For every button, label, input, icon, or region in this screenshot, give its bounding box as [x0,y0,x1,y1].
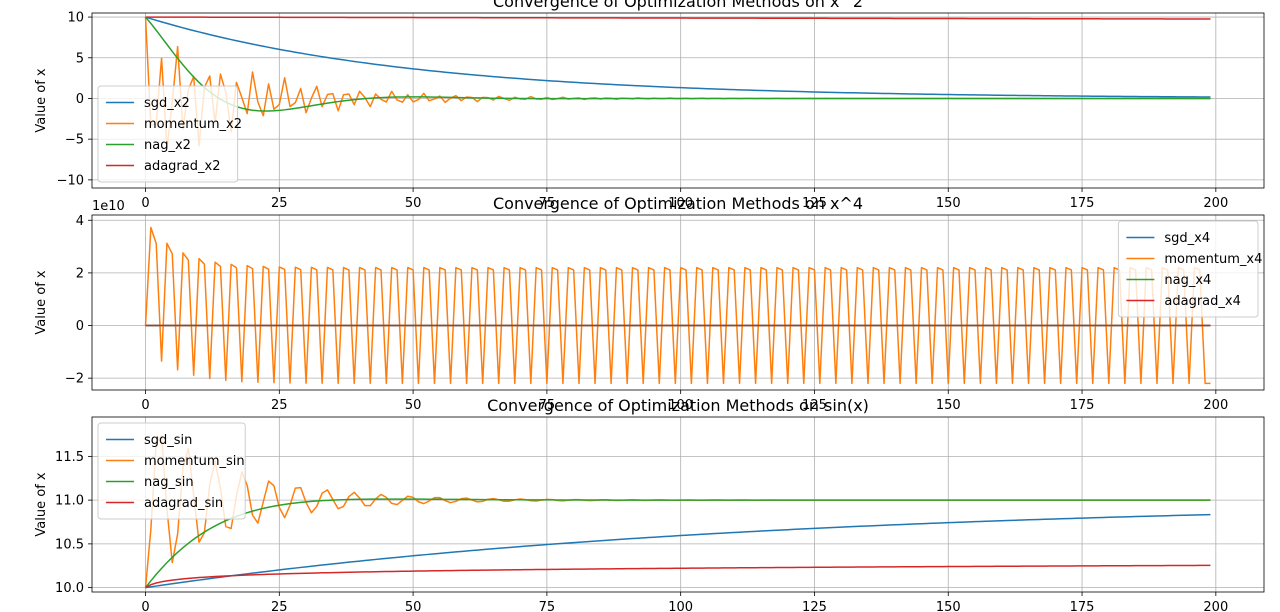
series-line-nag_x2 [144,16,1211,112]
x-tick-label: 75 [539,196,556,211]
legend-label: nag_x2 [144,138,191,153]
legend-label: nag_x4 [1164,273,1211,288]
x-tick-label: 125 [802,196,827,211]
chart-title: Convergence of Optimization Methods on x… [493,0,863,11]
axes-frame [91,416,1265,593]
series-line-momentum_x4 [144,226,1211,385]
series-line-momentum_sin [144,435,1211,588]
x-tick-label: 100 [668,398,693,413]
legend: sgd_x4 momentum_x4 nag_x4 adagrad_x4 [1117,220,1262,318]
legend-label: adagrad_x2 [144,159,220,174]
x-tick-label: 0 [141,600,149,612]
series-group [144,16,1211,150]
x-tick-label: 125 [802,398,827,413]
legend-label: nag_sin [144,475,194,490]
y-tick-label: 0 [76,319,84,334]
y-tick-label: 0 [76,92,84,107]
series-line-adagrad_x2 [145,16,1211,20]
legend: sgd_x2 momentum_x2 nag_x2 adagrad_x2 [97,85,242,183]
legend-label: momentum_x4 [1164,252,1262,267]
legend-label: momentum_x2 [144,117,242,132]
y-tick-label: −5 [65,133,84,148]
x-tick-label: 150 [936,398,961,413]
series-line-nag_sin [144,498,1211,589]
y-tick-label: −10 [57,173,84,188]
x-tick-label: 175 [1070,398,1095,413]
y-tick-label: 10.0 [55,581,84,596]
x-tick-label: 100 [668,600,693,612]
series-line-sgd_sin [145,513,1211,589]
x-tick-label: 150 [936,600,961,612]
x-tick-label: 100 [668,196,693,211]
y-tick-label: −2 [65,372,84,387]
x-tick-label: 175 [1070,196,1095,211]
x-tick-label: 200 [1203,600,1228,612]
x-tick-label: 75 [539,600,556,612]
x-tick-label: 125 [802,600,827,612]
legend-box [1117,220,1259,318]
legend: sgd_sin momentum_sin nag_sin adagrad_sin [97,422,246,520]
y-axis-label: Value of x [34,68,49,132]
y-axis-label: Value of x [34,270,49,334]
series-line-sgd_x2 [145,16,1211,98]
y-tick-label: 5 [76,51,84,66]
x-tick-label: 50 [405,600,422,612]
series-group [144,226,1211,385]
y-tick-label: 11.0 [55,494,84,509]
legend-label: momentum_sin [144,454,245,469]
y-tick-label: 10.5 [55,537,84,552]
legend-box [97,422,246,520]
legend-label: sgd_x2 [144,96,190,111]
series-line-adagrad_sin [145,564,1211,589]
x-tick-label: 200 [1203,196,1228,211]
y-tick-label: 10 [67,11,84,26]
x-tick-label: 0 [141,398,149,413]
legend-label: sgd_x4 [1164,231,1210,246]
y-tick-label: 2 [76,266,84,281]
x-tick-label: 175 [1070,600,1095,612]
x-tick-label: 50 [405,398,422,413]
y-tick-label: 11.5 [55,450,84,465]
axes-frame [91,12,1265,189]
x-tick-label: 150 [936,196,961,211]
x-tick-label: 25 [271,398,288,413]
series-line-momentum_x2 [144,17,1211,150]
x-tick-label: 0 [141,196,149,211]
chart-title: Convergence of Optimization Methods on s… [487,396,869,415]
axes-frame [91,214,1265,391]
chart-panel-3: 0 25 50 75 100 125 150 175 200 10.0 10.5 11.0 11.5 Va… [34,396,1265,612]
chart-panel-2: 0 25 50 75 100 125 150 175 200 −2 0 2 4 Value of x 1e1… [34,194,1265,413]
y-axis-label: Value of x [34,472,49,536]
legend-box [97,85,239,183]
legend-label: adagrad_x4 [1164,294,1240,309]
x-tick-label: 25 [271,196,288,211]
x-tick-label: 25 [271,600,288,612]
series-group [144,435,1211,589]
chart-panel-1: 0 25 50 75 100 125 150 175 200 −10 −5 0 5 10 Value of … [34,0,1265,211]
chart-title: Convergence of Optimization Methods on x… [493,194,863,213]
y-offset-label: 1e10 [92,199,125,214]
legend-label: sgd_sin [144,433,192,448]
x-tick-label: 200 [1203,398,1228,413]
x-tick-label: 50 [405,196,422,211]
x-tick-label: 75 [539,398,556,413]
y-tick-label: 4 [76,214,84,229]
legend-label: adagrad_sin [144,496,223,511]
